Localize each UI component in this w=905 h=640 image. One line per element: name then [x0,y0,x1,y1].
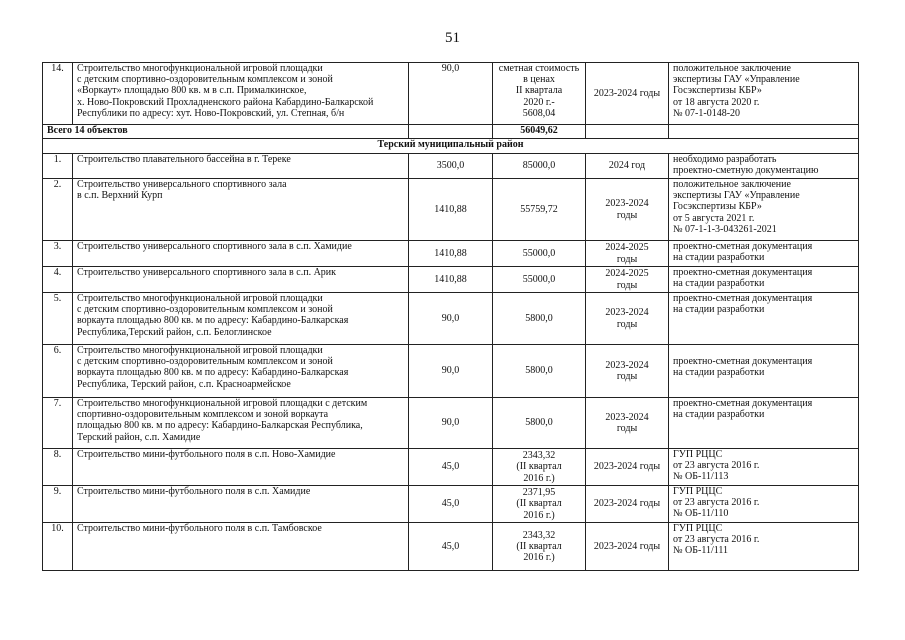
object-name: Строительство универсального спортивного… [72,266,409,293]
section-title: Терский муниципальный район [42,138,859,154]
objects-table: 14. Строительство многофункциональной игр… [42,62,859,571]
row-number: 1. [42,153,73,179]
table-row: 5. Строительство многофункциональной игро… [42,292,859,345]
object-name: Строительство мини-футбольного поля в с.… [72,485,409,523]
cost: 55000,0 [492,240,586,267]
status: проектно-сметная документация на стадии … [668,240,859,267]
cost: 55759,72 [492,178,586,241]
row-number: 7. [42,397,73,449]
status: проектно-сметная документация на стадии … [668,397,859,449]
table-row: 1. Строительство плавательного бассейна в… [42,153,859,179]
cost: сметная стоимость в ценах II квартала 20… [492,62,586,125]
page-number: 51 [445,30,460,46]
cost: 2343,32 (II квартал 2016 г.) [492,522,586,571]
empty-cell [585,124,669,139]
table-row: 3. Строительство универсального спортивно… [42,240,859,267]
period: 2023-2024 годы [585,397,669,449]
period: 2023-2024 годы [585,292,669,345]
cost: 2371,95 (II квартал 2016 г.) [492,485,586,523]
row-number: 2. [42,178,73,241]
status: положительное заключение экспертизы ГАУ … [668,178,859,241]
status: проектно-сметная документация на стадии … [668,266,859,293]
object-name: Строительство плавательного бассейна в г… [72,153,409,179]
object-name: Строительство многофункциональной игрово… [72,344,409,398]
cost: 5800,0 [492,292,586,345]
row-number: 14. [42,62,73,125]
status: ГУП РЦЦС от 23 августа 2016 г. № ОБ-11/1… [668,522,859,571]
row-number: 4. [42,266,73,293]
status: ГУП РЦЦС от 23 августа 2016 г. № ОБ-11/1… [668,485,859,523]
empty-cell [408,124,493,139]
cost: 85000,0 [492,153,586,179]
period: 2023-2024 годы [585,485,669,523]
object-name: Строительство многофункциональной игрово… [72,62,409,125]
table-row: 4. Строительство универсального спортивно… [42,266,859,293]
status: проектно-сметная документация на стадии … [668,344,859,398]
status: проектно-сметная документация на стадии … [668,292,859,345]
period: 2023-2024 годы [585,62,669,125]
cost: 2343,32 (II квартал 2016 г.) [492,448,586,486]
period: 2023-2024 годы [585,448,669,486]
status: необходимо разработать проектно-сметную … [668,153,859,179]
object-name: Строительство мини-футбольного поля в с.… [72,448,409,486]
table-row: 8. Строительство мини-футбольного поля в … [42,448,859,486]
table-row: 6. Строительство многофункциональной игро… [42,344,859,398]
total-cost: 56049,62 [492,124,586,139]
period: 2024-2025 годы [585,240,669,267]
table-row: 10. Строительство мини-футбольного поля в… [42,522,859,571]
total-label: Всего 14 объектов [42,124,409,139]
period: 2023-2024 годы [585,178,669,241]
period: 2023-2024 годы [585,522,669,571]
object-name: Строительство многофункциональной игрово… [72,397,409,449]
section-header: Терский муниципальный район [42,138,859,154]
row-number: 6. [42,344,73,398]
table-row: 2. Строительство универсального спортивно… [42,178,859,241]
capacity: 3500,0 [408,153,493,179]
period: 2023-2024 годы [585,344,669,398]
object-name: Строительство универсального спортивного… [72,240,409,267]
capacity: 1410,88 [408,266,493,293]
cost: 5800,0 [492,344,586,398]
object-name: Строительство мини-футбольного поля в с.… [72,522,409,571]
row-number: 8. [42,448,73,486]
capacity: 90,0 [408,292,493,345]
cost: 55000,0 [492,266,586,293]
cost: 5800,0 [492,397,586,449]
table-row: 9. Строительство мини-футбольного поля в … [42,485,859,523]
status: положительное заключение экспертизы ГАУ … [668,62,859,125]
row-number: 5. [42,292,73,345]
status: ГУП РЦЦС от 23 августа 2016 г. № ОБ-11/1… [668,448,859,486]
capacity: 45,0 [408,522,493,571]
capacity: 45,0 [408,448,493,486]
table-row: 7. Строительство многофункциональной игро… [42,397,859,449]
row-number: 9. [42,485,73,523]
capacity: 90,0 [408,397,493,449]
capacity: 45,0 [408,485,493,523]
object-name: Строительство многофункциональной игрово… [72,292,409,345]
object-name: Строительство универсального спортивного… [72,178,409,241]
capacity: 1410,88 [408,240,493,267]
capacity: 90,0 [408,62,493,125]
capacity: 1410,88 [408,178,493,241]
row-number: 10. [42,522,73,571]
empty-cell [668,124,859,139]
row-number: 3. [42,240,73,267]
capacity: 90,0 [408,344,493,398]
table-row: 14. Строительство многофункциональной игр… [42,62,859,125]
period: 2024-2025 годы [585,266,669,293]
total-row: Всего 14 объектов 56049,62 [42,124,859,139]
period: 2024 год [585,153,669,179]
